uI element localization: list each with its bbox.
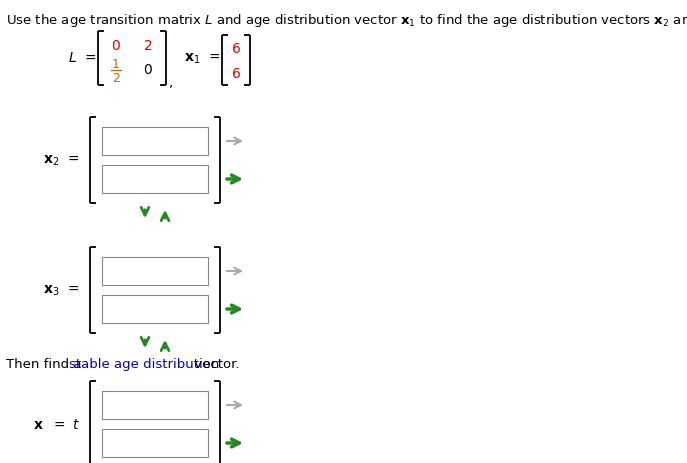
Text: 0: 0 (144, 63, 153, 77)
Bar (102, 128, 208, 156)
Text: ,: , (169, 75, 173, 89)
Text: $\mathbf{x}_1$  =: $\mathbf{x}_1$ = (184, 52, 221, 66)
Text: 1: 1 (112, 57, 120, 70)
Text: $\mathit{L}$  =: $\mathit{L}$ = (68, 51, 97, 65)
Text: $\mathbf{x}$  $=$ $\mathit{t}$: $\mathbf{x}$ $=$ $\mathit{t}$ (33, 417, 80, 431)
Text: 6: 6 (232, 67, 240, 81)
Text: 2: 2 (144, 39, 153, 53)
Text: vector.: vector. (190, 357, 239, 370)
Text: 6: 6 (232, 42, 240, 56)
Text: stable age distribution: stable age distribution (69, 357, 219, 370)
Bar (102, 429, 208, 457)
Text: 2: 2 (112, 72, 120, 85)
Bar (102, 166, 208, 194)
Text: Use the age transition matrix $\mathit{L}$ and age distribution vector $\mathbf{: Use the age transition matrix $\mathit{L… (6, 12, 687, 29)
Text: $\mathbf{x}_2$  =: $\mathbf{x}_2$ = (43, 153, 80, 168)
Bar (102, 295, 208, 323)
Bar (102, 257, 208, 285)
Bar (102, 391, 208, 419)
Text: 0: 0 (111, 39, 120, 53)
Text: $\mathbf{x}_3$  =: $\mathbf{x}_3$ = (43, 283, 80, 298)
Text: Then find a: Then find a (6, 357, 86, 370)
